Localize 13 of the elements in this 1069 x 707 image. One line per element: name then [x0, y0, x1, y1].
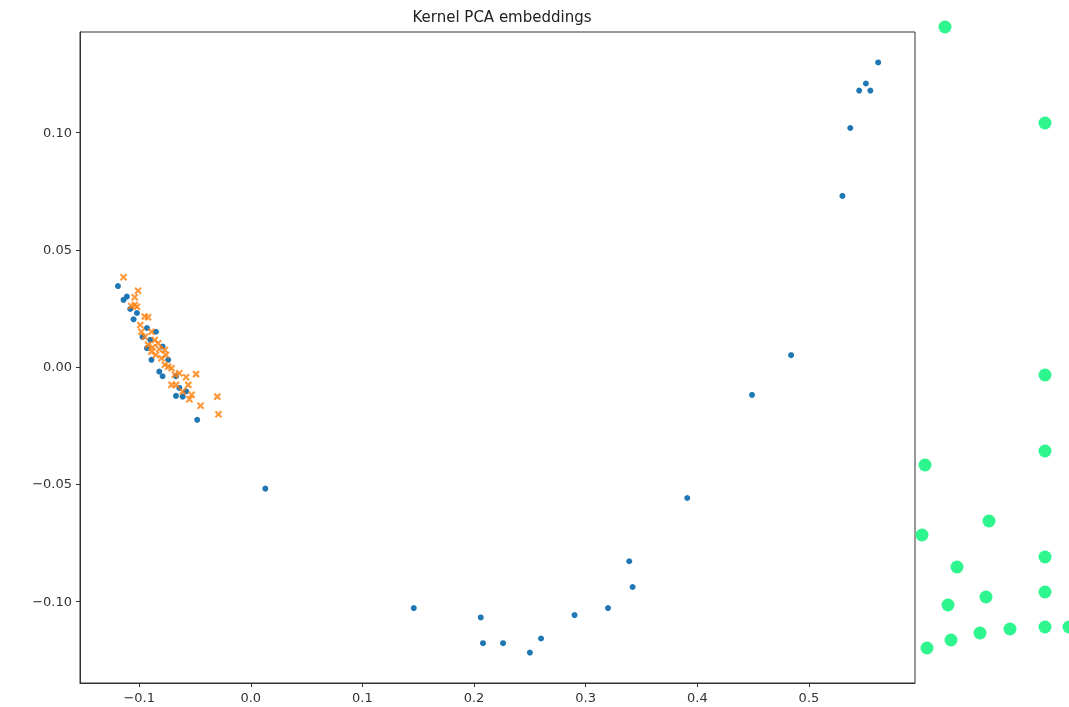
x-tick-label: 0.4	[686, 690, 708, 705]
x-tick-label: 0.1	[352, 690, 373, 705]
x-tick-label: −0.1	[123, 690, 155, 705]
x-tick-label: 0.2	[463, 690, 485, 705]
chart-title: Kernel PCA embeddings	[412, 7, 592, 26]
y-tick-label: 0.00	[43, 359, 72, 375]
x-tick-label: 0.0	[240, 690, 262, 705]
y-tick-label: −0.05	[32, 476, 72, 492]
x-tick-label: 0.3	[575, 690, 597, 705]
x-tick-label: 0.5	[798, 690, 820, 705]
y-tick-label: −0.10	[32, 593, 72, 609]
y-tick-label: 0.05	[43, 242, 72, 258]
y-tick-label: 0.10	[43, 125, 72, 141]
